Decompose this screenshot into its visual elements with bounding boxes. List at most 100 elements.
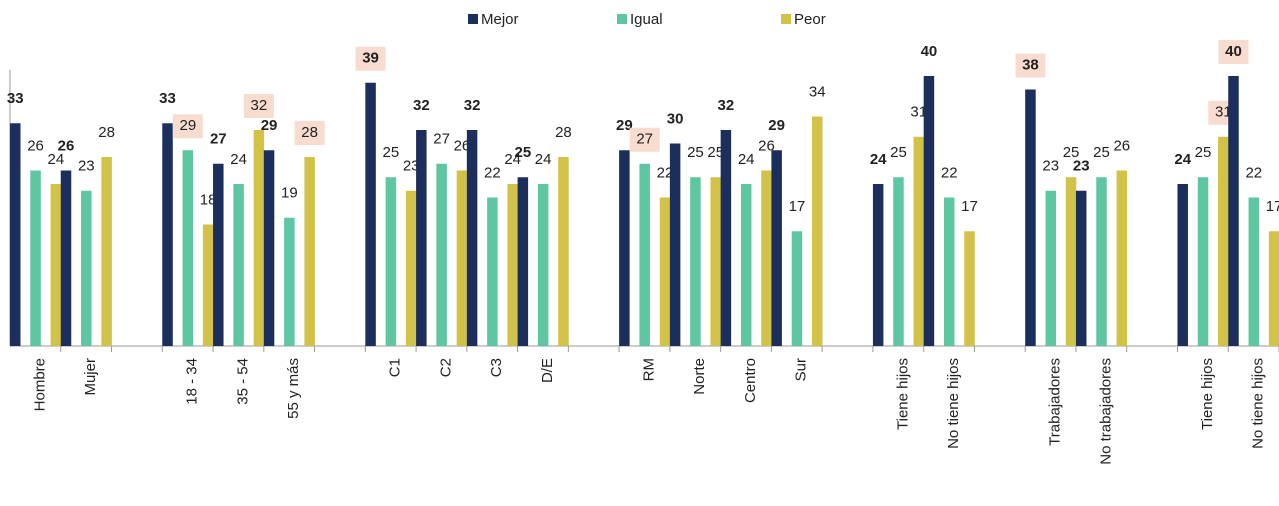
x-tick-label: No tiene hijos — [945, 358, 962, 449]
label-highlight — [1218, 40, 1249, 64]
x-tick-label: Tiene hijos — [894, 358, 911, 430]
bar — [385, 177, 397, 346]
bar — [507, 184, 518, 346]
bar — [964, 231, 975, 346]
bar — [761, 170, 772, 346]
value-label: 32 — [251, 97, 268, 114]
legend-label: Igual — [630, 11, 663, 28]
x-tick-label: 35 - 54 — [234, 358, 251, 405]
x-tick-label: Sur — [793, 358, 810, 381]
value-label: 32 — [413, 97, 430, 114]
bar — [1218, 136, 1229, 346]
value-label: 24 — [504, 151, 521, 168]
value-label: 17 — [789, 198, 806, 215]
legend-swatch — [781, 14, 791, 24]
bar — [558, 157, 569, 346]
bar — [456, 170, 468, 346]
bar — [10, 123, 21, 346]
value-label: 38 — [1022, 56, 1039, 73]
bar — [1268, 231, 1279, 346]
value-label: 23 — [1042, 158, 1059, 175]
label-highlight — [355, 46, 386, 71]
value-label: 22 — [1245, 164, 1262, 181]
bar — [1065, 177, 1077, 346]
value-label: 23 — [403, 158, 420, 175]
value-label: 31 — [910, 104, 927, 121]
value-label: 30 — [667, 110, 684, 127]
value-label: 27 — [636, 131, 653, 148]
value-label: 25 — [383, 144, 400, 161]
bar — [182, 150, 194, 346]
x-tick-label: Tiene hijos — [1199, 358, 1216, 430]
bar — [1045, 190, 1056, 346]
bar — [710, 177, 721, 346]
bar — [812, 116, 823, 346]
bar — [913, 136, 925, 346]
x-tick-label: C2 — [437, 358, 454, 377]
value-label: 29 — [768, 117, 785, 134]
value-label: 27 — [210, 131, 227, 148]
bar — [1116, 170, 1128, 346]
x-tick-label: RM — [640, 358, 657, 381]
x-tick-label: No trabajadores — [1097, 358, 1114, 465]
value-label: 25 — [687, 144, 704, 161]
value-label: 22 — [657, 164, 674, 181]
label-highlight — [629, 127, 660, 152]
value-label: 25 — [1195, 144, 1212, 161]
x-tick-label: C3 — [488, 358, 505, 377]
label-highlight — [294, 121, 325, 145]
bar — [1177, 184, 1188, 346]
bar — [436, 163, 447, 346]
bar — [537, 184, 549, 346]
value-label: 23 — [78, 158, 95, 175]
value-label: 17 — [1266, 198, 1279, 215]
value-label: 33 — [159, 90, 176, 107]
bar — [1197, 177, 1209, 346]
x-tick-label: C1 — [387, 358, 404, 377]
bar — [81, 190, 92, 346]
legend-swatch — [468, 14, 478, 24]
value-label: 26 — [1113, 137, 1130, 154]
bar — [233, 184, 244, 346]
value-label: 22 — [484, 164, 501, 181]
bar — [639, 163, 650, 346]
bar — [771, 150, 782, 346]
bar — [416, 130, 427, 346]
bar — [1228, 76, 1239, 346]
bar — [740, 184, 752, 346]
value-label: 33 — [7, 90, 24, 107]
bar — [202, 224, 214, 346]
bar — [1248, 197, 1260, 346]
label-highlight — [1015, 53, 1046, 78]
value-label: 40 — [921, 43, 938, 60]
value-label: 27 — [433, 131, 450, 148]
bar — [669, 143, 681, 346]
bar — [60, 170, 72, 346]
value-label: 24 — [1174, 151, 1191, 168]
value-label: 28 — [555, 124, 572, 141]
value-label: 40 — [1225, 43, 1242, 60]
bar — [1025, 89, 1036, 346]
value-label: 25 — [707, 144, 724, 161]
bar — [466, 130, 478, 346]
value-label: 25 — [1063, 144, 1080, 161]
bar — [619, 150, 630, 346]
value-label: 32 — [464, 97, 481, 114]
bar — [690, 177, 701, 346]
x-tick-label: Trabajadores — [1047, 358, 1064, 446]
value-label: 24 — [535, 151, 552, 168]
value-label: 26 — [58, 137, 75, 154]
x-tick-label: Mujer — [82, 358, 99, 396]
bar — [101, 157, 112, 346]
value-label: 25 — [515, 144, 532, 161]
value-label: 18 — [200, 191, 217, 208]
legend-swatch — [617, 14, 627, 24]
bar — [1096, 177, 1107, 346]
value-label: 32 — [718, 97, 735, 114]
value-label: 39 — [362, 50, 379, 67]
bar — [893, 177, 904, 346]
bar — [487, 197, 498, 346]
x-tick-label: Norte — [691, 358, 708, 395]
legend-label: Mejor — [481, 11, 519, 28]
